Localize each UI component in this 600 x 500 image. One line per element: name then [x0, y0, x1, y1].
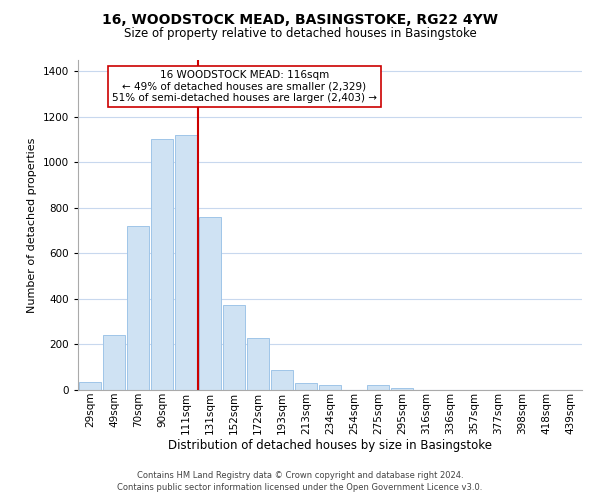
X-axis label: Distribution of detached houses by size in Basingstoke: Distribution of detached houses by size …	[168, 439, 492, 452]
Text: Size of property relative to detached houses in Basingstoke: Size of property relative to detached ho…	[124, 28, 476, 40]
Bar	[127, 226, 149, 390]
Bar	[295, 383, 317, 390]
Bar	[367, 386, 389, 390]
Text: 16, WOODSTOCK MEAD, BASINGSTOKE, RG22 4YW: 16, WOODSTOCK MEAD, BASINGSTOKE, RG22 4Y…	[102, 12, 498, 26]
Bar	[319, 386, 341, 390]
Bar	[103, 336, 125, 390]
Bar	[151, 138, 173, 390]
Text: Contains HM Land Registry data © Crown copyright and database right 2024.
Contai: Contains HM Land Registry data © Crown c…	[118, 471, 482, 492]
Y-axis label: Number of detached properties: Number of detached properties	[27, 138, 37, 312]
Bar	[271, 370, 293, 390]
Bar	[391, 388, 413, 390]
Bar	[199, 217, 221, 390]
Bar	[79, 382, 101, 390]
Bar	[175, 135, 197, 390]
Bar	[223, 304, 245, 390]
Text: 16 WOODSTOCK MEAD: 116sqm
← 49% of detached houses are smaller (2,329)
51% of se: 16 WOODSTOCK MEAD: 116sqm ← 49% of detac…	[112, 70, 377, 103]
Bar	[247, 338, 269, 390]
